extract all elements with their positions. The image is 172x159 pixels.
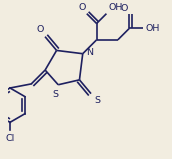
Text: O: O — [36, 25, 43, 34]
Text: O: O — [120, 4, 128, 13]
Text: OH: OH — [146, 24, 160, 33]
Text: Cl: Cl — [5, 134, 15, 143]
Text: S: S — [94, 96, 100, 105]
Text: O: O — [79, 3, 86, 12]
Text: N: N — [86, 48, 93, 57]
Text: OH: OH — [109, 3, 123, 12]
Text: S: S — [52, 90, 58, 100]
